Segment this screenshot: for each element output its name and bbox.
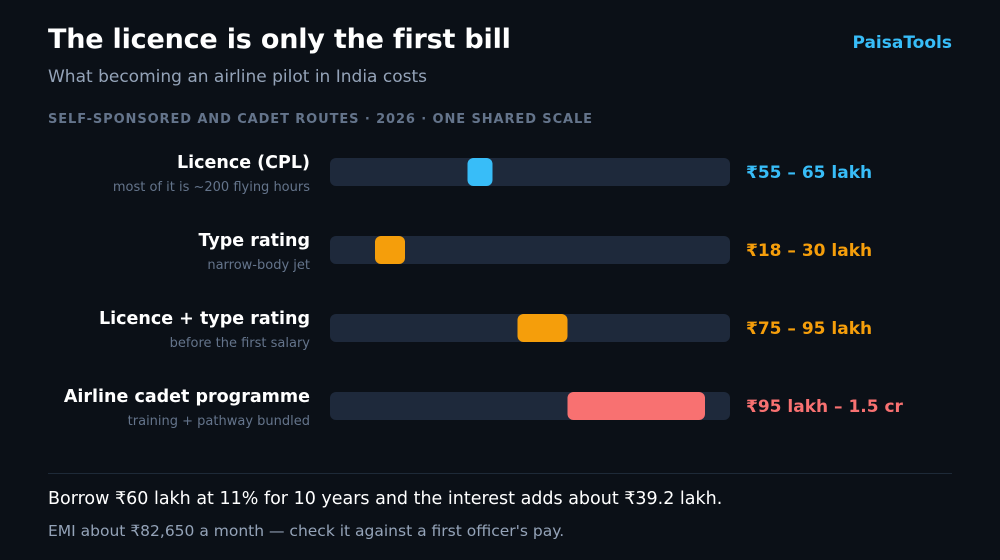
page-title: The licence is only the first bill	[48, 24, 511, 55]
range-bar	[375, 236, 405, 264]
range-bar	[567, 392, 705, 420]
range-bar	[517, 314, 568, 342]
value-label: ₹18 – 30 lakh	[746, 241, 872, 261]
footer-emi-note: EMI about ₹82,650 a month — check it aga…	[48, 522, 565, 540]
value-label: ₹75 – 95 lakh	[746, 319, 872, 339]
row-label: Licence + type rating	[99, 309, 310, 329]
divider	[48, 473, 952, 474]
section-label: SELF-SPONSORED AND CADET ROUTES · 2026 ·…	[48, 112, 593, 127]
value-label: ₹55 – 65 lakh	[746, 163, 872, 183]
bar-track	[330, 158, 730, 186]
row-note: before the first salary	[170, 336, 311, 351]
bar-track	[330, 236, 730, 264]
row-label: Type rating	[198, 231, 310, 251]
range-bar	[467, 158, 493, 186]
page-subtitle: What becoming an airline pilot in India …	[48, 67, 427, 87]
row-note: narrow-body jet	[207, 258, 310, 273]
brand-logo[interactable]: PaisaTools	[852, 33, 952, 53]
row-note: training + pathway bundled	[128, 414, 310, 429]
value-label: ₹95 lakh – 1.5 cr	[746, 397, 904, 417]
row-label: Licence (CPL)	[177, 153, 310, 173]
cost-range-chart: Licence (CPL) most of it is ~200 flying h…	[64, 153, 904, 429]
row-note: most of it is ~200 flying hours	[113, 180, 310, 195]
row-label: Airline cadet programme	[64, 387, 310, 407]
footer-loan-summary: Borrow ₹60 lakh at 11% for 10 years and …	[48, 489, 723, 509]
